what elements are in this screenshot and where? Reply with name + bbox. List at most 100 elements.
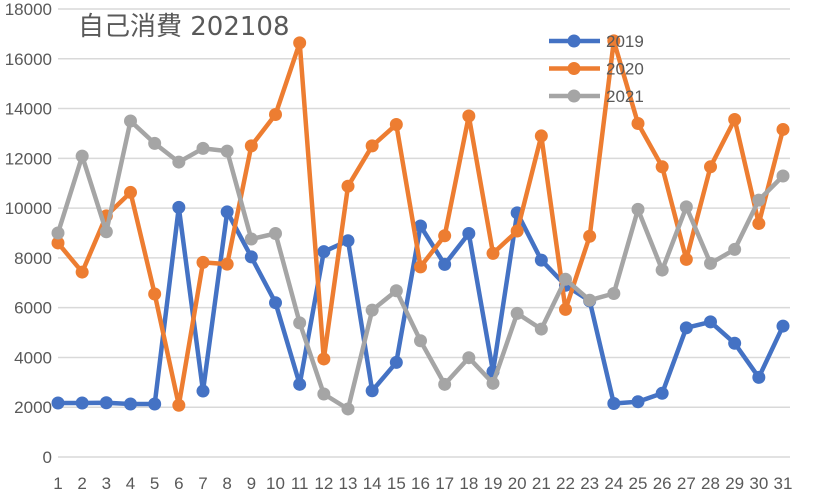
data-point-marker [269,108,282,122]
data-point-marker [486,246,500,260]
data-point-marker [75,149,89,163]
data-point-marker [534,253,548,267]
x-tick-label: 31 [774,474,793,493]
data-point-marker [244,232,258,246]
x-tick-label: 30 [749,474,768,493]
data-point-marker [269,296,282,310]
data-point-marker [51,236,65,250]
data-point-marker [269,226,282,240]
chart-title: 自己消費 202108 [78,12,290,42]
data-point-marker [341,234,355,248]
y-tick-label: 12000 [5,149,52,168]
legend-marker-icon [567,89,581,103]
x-tick-label: 13 [339,474,358,493]
data-point-marker [365,139,379,153]
x-tick-label: 20 [508,474,527,493]
data-point-marker [631,116,645,130]
y-axis-labels: 0 2000 4000 6000 8000 10000 12000 14000 16000 180… [5,0,52,467]
data-point-marker [679,252,693,266]
x-tick-label: 7 [198,474,207,493]
x-tick-label: 28 [701,474,720,493]
data-point-marker [389,284,403,298]
x-tick-label: 29 [725,474,744,493]
data-point-marker [728,113,742,127]
data-point-marker [462,109,476,123]
data-point-marker [607,396,621,410]
data-point-marker [148,397,162,411]
data-point-marker [124,114,137,128]
data-point-marker [752,370,766,384]
data-point-marker [293,377,307,391]
data-point-marker [510,306,524,320]
data-point-marker [438,257,452,271]
data-point-marker [51,396,65,410]
x-tick-label: 12 [314,474,333,493]
series-2019 [51,200,790,411]
data-point-marker [172,398,186,412]
data-point-marker [196,255,210,269]
x-tick-label: 11 [291,474,309,493]
data-point-marker [365,384,379,398]
x-tick-label: 8 [222,474,231,493]
data-point-marker [728,336,742,350]
data-point-marker [655,386,669,400]
data-point-marker [704,256,717,270]
data-point-marker [607,34,621,48]
y-tick-label: 16000 [5,50,52,69]
x-tick-label: 19 [484,474,503,493]
data-point-marker [124,185,137,199]
y-tick-label: 2000 [14,398,52,417]
x-tick-label: 10 [266,474,285,493]
data-point-marker [776,122,790,136]
data-point-marker [172,155,186,169]
data-point-marker [776,169,790,183]
data-point-marker [414,219,427,233]
data-point-marker [293,36,307,50]
y-tick-label: 4000 [14,348,52,367]
data-point-marker [704,160,717,174]
x-tick-label: 14 [363,474,382,493]
data-point-marker [148,287,162,301]
x-tick-label: 1 [53,474,62,493]
x-tick-label: 23 [580,474,599,493]
data-point-marker [534,322,548,336]
y-tick-label: 18000 [5,0,52,19]
y-tick-label: 6000 [14,299,52,318]
data-point-marker [293,316,307,330]
legend-label: 2020 [606,60,644,79]
data-point-marker [583,229,597,243]
x-tick-label: 25 [629,474,648,493]
data-point-marker [510,224,524,238]
x-tick-label: 5 [150,474,159,493]
y-tick-label: 8000 [14,249,52,268]
x-tick-label: 3 [102,474,111,493]
y-tick-label: 10000 [5,199,52,218]
data-point-marker [317,245,331,259]
data-point-marker [389,355,403,369]
data-point-marker [752,193,766,207]
data-point-marker [462,226,476,240]
x-tick-label: 15 [387,474,406,493]
x-tick-label: 2 [77,474,86,493]
data-point-marker [220,144,234,158]
legend-item-2020: 2020 [549,60,644,79]
data-point-marker [655,263,669,277]
x-tick-label: 27 [677,474,696,493]
x-tick-label: 21 [532,474,551,493]
data-point-marker [462,351,476,365]
data-point-marker [389,117,403,131]
data-point-marker [414,260,427,274]
data-point-marker [75,396,89,410]
x-tick-label: 16 [411,474,430,493]
data-point-marker [220,205,234,219]
data-point-marker [220,257,234,271]
legend-marker-icon [567,34,581,48]
legend-label: 2019 [606,32,644,51]
data-point-marker [244,139,258,153]
data-point-marker [438,377,452,391]
x-axis-labels: 1 2 3 4 5 6 7 8 9 10 11 12 13 14 15 16 17 18 19 20 21 22 23 24 2… [53,474,792,493]
data-point-marker [486,376,500,390]
data-point-marker [244,250,258,264]
series-2021 [51,114,790,416]
